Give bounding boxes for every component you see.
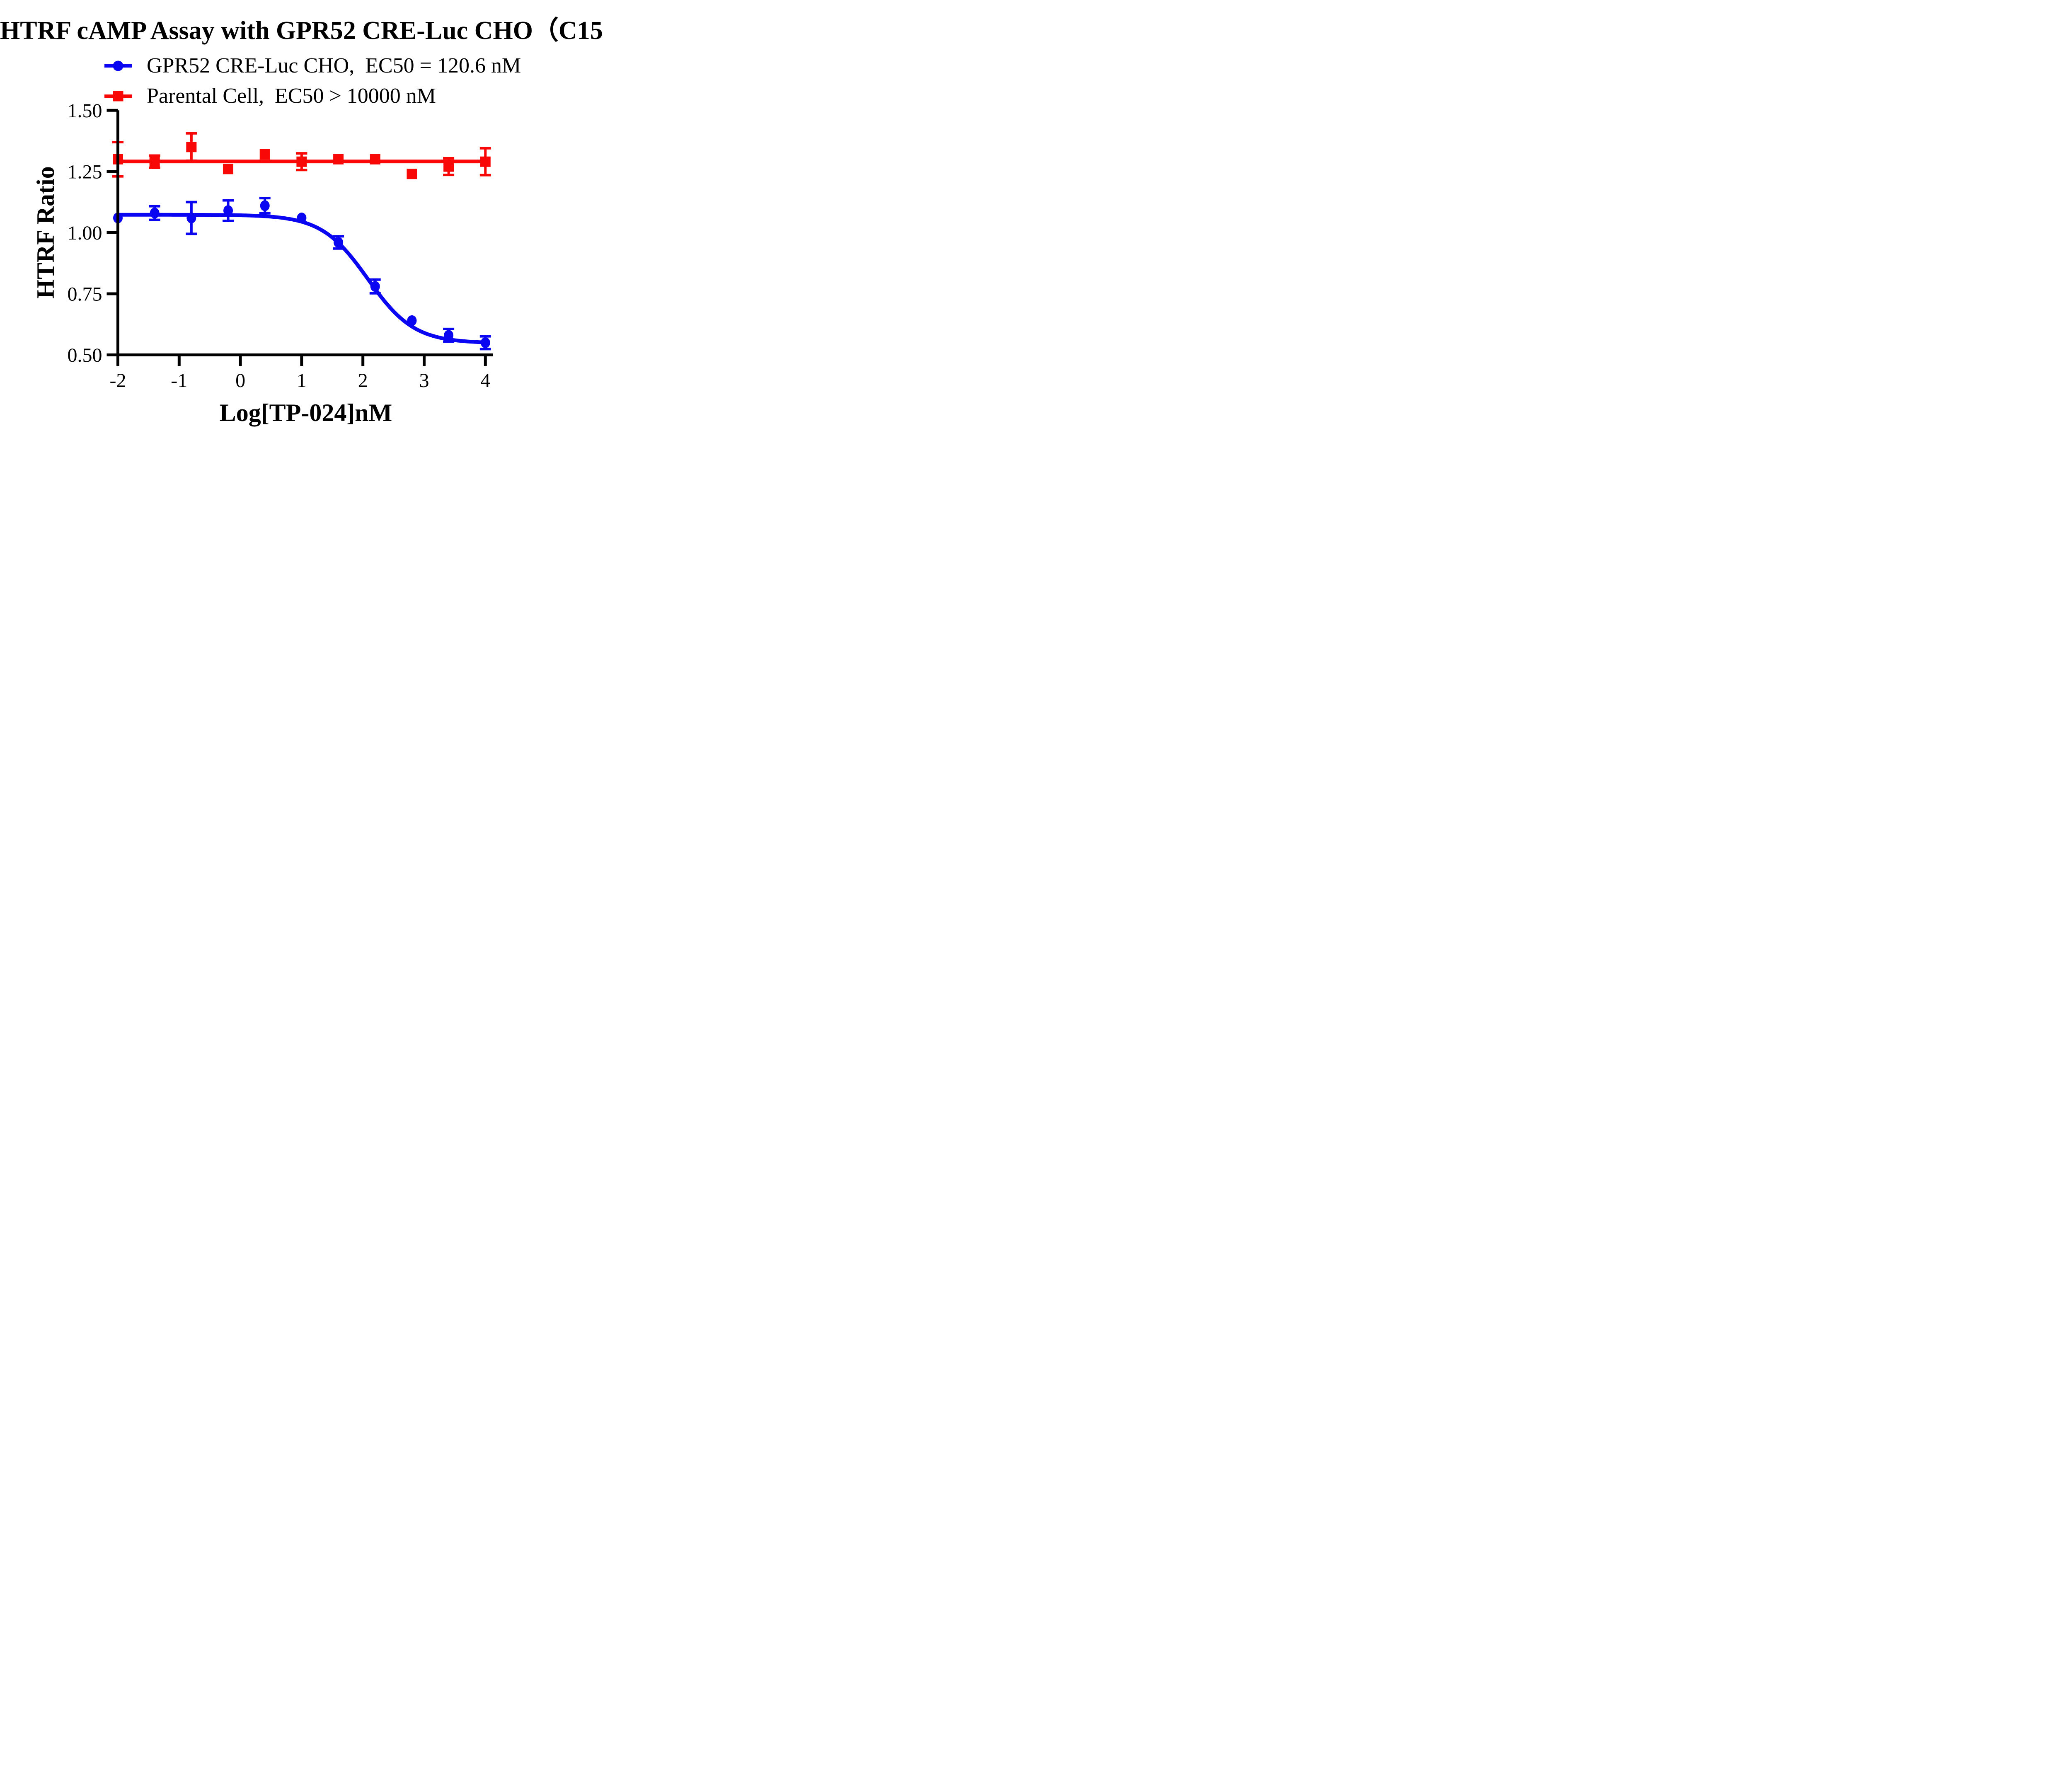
legend-marker-square-icon bbox=[104, 91, 132, 102]
chart-title: HTRF cAMP Assay with GPR52 CRE-Luc CHO（C… bbox=[0, 17, 602, 45]
data-point bbox=[149, 156, 160, 167]
fit-curve bbox=[116, 213, 487, 344]
series-gpr52 bbox=[113, 197, 491, 351]
data-point bbox=[186, 212, 196, 223]
y-tick-label: 0.75 bbox=[68, 283, 102, 305]
x-tick-label: -1 bbox=[171, 370, 187, 392]
legend-label-gpr52: GPR52 CRE-Luc CHO, EC50 = 120.6 nM bbox=[147, 54, 521, 77]
x-tick-label: -2 bbox=[110, 370, 126, 392]
data-point bbox=[444, 330, 454, 341]
x-tick-label: 3 bbox=[419, 370, 429, 392]
chart: HTRF cAMP Assay with GPR52 CRE-Luc CHO（C… bbox=[0, 0, 602, 444]
y-tick-label: 1.00 bbox=[68, 222, 102, 244]
series-parental bbox=[112, 132, 491, 179]
data-point bbox=[297, 212, 307, 223]
x-tick-label: 2 bbox=[358, 370, 368, 392]
plot-series bbox=[112, 132, 491, 351]
data-point bbox=[480, 337, 490, 348]
x-tick-label: 1 bbox=[297, 370, 307, 392]
x-tick-label: 4 bbox=[480, 370, 490, 392]
legend-item-parental: Parental Cell, EC50 > 10000 nM bbox=[104, 85, 436, 107]
plot-axes: 1.50 1.25 1.00 0.75 0.50 -2 -1 0 1 2 3 4 bbox=[68, 100, 493, 392]
data-point bbox=[334, 237, 344, 248]
data-point bbox=[480, 156, 491, 167]
data-point bbox=[370, 154, 380, 165]
data-point bbox=[333, 154, 344, 165]
x-axis-title: Log[TP-024]nM bbox=[220, 399, 392, 426]
plot-area: 1.50 1.25 1.00 0.75 0.50 -2 -1 0 1 2 3 4 HTRF Ratio… bbox=[32, 100, 493, 426]
legend-item-gpr52: GPR52 CRE-Luc CHO, EC50 = 120.6 nM bbox=[104, 55, 521, 77]
y-tick-label: 1.25 bbox=[68, 161, 102, 183]
data-point bbox=[150, 208, 160, 219]
legend-marker-circle-icon bbox=[104, 60, 132, 71]
data-point bbox=[407, 315, 417, 326]
data-point bbox=[407, 169, 417, 179]
x-tick-label: 0 bbox=[235, 370, 245, 392]
data-point bbox=[296, 156, 307, 167]
y-axis-title: HTRF Ratio bbox=[32, 166, 59, 298]
data-point bbox=[223, 205, 233, 216]
y-tick-label: 0.50 bbox=[68, 344, 102, 366]
data-point bbox=[260, 200, 270, 211]
legend-label-parental: Parental Cell, EC50 > 10000 nM bbox=[147, 84, 436, 108]
data-point bbox=[370, 281, 380, 292]
data-point bbox=[443, 161, 454, 172]
data-point bbox=[223, 164, 234, 174]
y-tick-label: 1.50 bbox=[68, 100, 102, 122]
data-point bbox=[186, 142, 197, 152]
data-point bbox=[259, 149, 270, 160]
